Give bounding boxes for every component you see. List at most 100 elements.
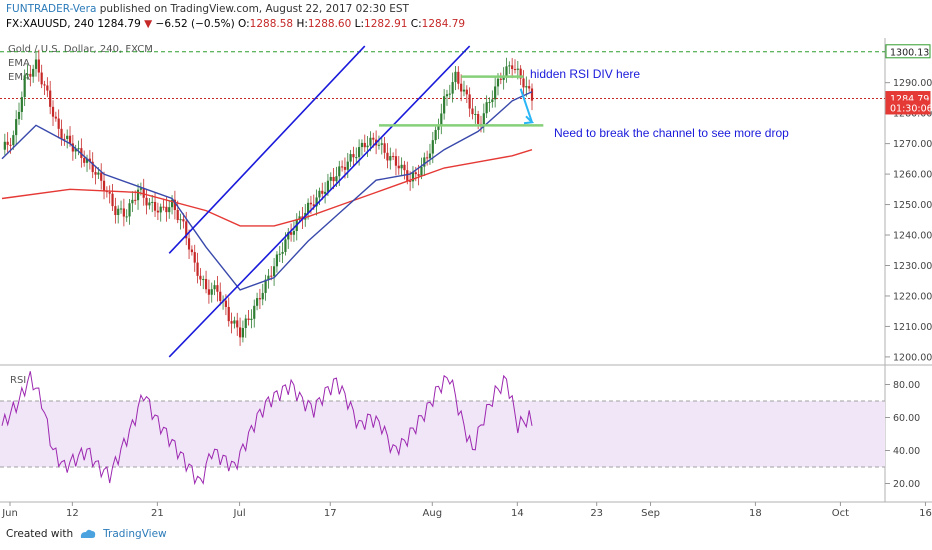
price-chart[interactable]: 1200.001210.001220.001230.001240.001250.… [0,38,932,528]
candle-body [207,289,210,295]
annotation-hidden-rsi: hidden RSI DIV here [530,67,640,81]
open-value: 1288.58 [249,18,294,30]
price-tick-label: 1200.00 [893,352,932,363]
price-tick-label: 1250.00 [893,200,932,211]
candle-body [253,305,256,319]
chart-title: Gold / U.S. Dollar, 240, FXCM [8,44,153,55]
candle-body [499,78,502,80]
candle-body [258,298,262,300]
candle-body [244,318,247,329]
price-tick-label: 1260.00 [893,170,932,181]
candle-body [49,90,52,107]
countdown-label: 01:30:06 [890,103,932,114]
price-tick-label: 1240.00 [893,231,932,242]
candle-body [68,135,72,144]
candle-body [66,135,69,139]
drop-arrow-head [523,115,535,125]
high-price-label-box [885,44,931,59]
candle-body [182,219,185,222]
candle-body [26,73,29,76]
low-label: L: [354,18,365,30]
candle-body [409,180,412,182]
author-name[interactable]: FUNTRADER-Vera [6,3,97,15]
rsi-tick-label: 40.00 [893,446,920,457]
candle-body [485,102,488,114]
candle-body [202,279,205,281]
candle-body [352,154,355,158]
header-line-1: FUNTRADER-Vera published on TradingView.… [6,3,409,15]
candle-body [462,89,466,92]
candle-body [411,172,415,182]
candle-body [431,140,434,154]
candle-body [238,327,242,338]
candle-body [219,291,222,301]
candle-body [119,208,123,210]
candle-body [74,148,77,152]
candle-body [445,94,449,97]
candle-body [199,275,202,280]
candle-body [250,318,253,320]
price-axis[interactable]: 1200.00 1210.00 1220.00 1230.00 1240.00 1250.… [885,78,932,363]
candle-body [23,75,26,98]
candle-body [505,66,508,77]
candle-body [309,202,313,205]
candle-body [275,254,279,267]
candle-body [338,166,341,177]
candle-body [448,93,451,95]
level-lines[interactable] [378,75,544,127]
time-tick-label: 14 [511,508,524,519]
candle-body [91,161,94,173]
candle-body [525,86,528,88]
candle-body [88,158,91,162]
channel-upper-line[interactable] [168,45,366,254]
candle-body [335,176,338,182]
candle-body [298,216,301,220]
candle-body [494,86,497,100]
close-label: C: [410,18,422,30]
candle-body [54,116,57,119]
rsi-band [0,401,885,467]
candle-body [284,239,287,252]
tradingview-brand[interactable]: TradingView [103,528,167,540]
candle-body [440,113,443,127]
candle-body [216,285,219,292]
candle-body [468,94,471,109]
change-arrow-icon: ▼ [144,18,153,30]
candle-body [168,207,171,213]
candle-body [6,141,9,145]
candle-body [392,156,395,158]
candle-body [267,275,270,280]
candle-body [264,279,267,293]
candle-body [210,289,213,295]
low-value: 1282.91 [364,18,408,30]
candle-body [457,71,460,84]
candle-body [111,193,114,207]
time-tick-label: 16 [919,508,932,519]
candle-body [185,221,188,239]
candle-body [145,197,148,206]
candle-body [372,137,375,140]
candle-body [102,180,106,192]
candle-body [71,143,74,152]
time-tick-label: 17 [324,508,337,519]
candle-body [125,216,128,218]
candle-body [270,275,273,277]
candle-body [60,128,63,139]
price-tick-label: 1230.00 [893,261,932,272]
candle-body [131,199,134,204]
rsi-axis[interactable]: 20.00 40.00 60.00 80.00 [885,380,920,490]
candle-body [363,142,366,148]
candle-body [196,262,199,276]
annotation-break-channel: Need to break the channel to see more dr… [554,126,789,140]
time-tick-label: Jun [1,508,18,519]
candle-body [34,59,38,69]
candle-body [332,176,335,182]
open-label: O: [238,18,250,30]
time-axis[interactable]: Jun 12 21 Jul 17 Aug 14 23 Sep 18 Oct 16 [1,502,932,519]
candle-body [397,165,400,169]
channel-lower-line[interactable] [168,45,471,358]
candle-body [233,320,236,324]
tradingview-logo-icon [81,529,96,538]
candle-body [176,210,179,221]
